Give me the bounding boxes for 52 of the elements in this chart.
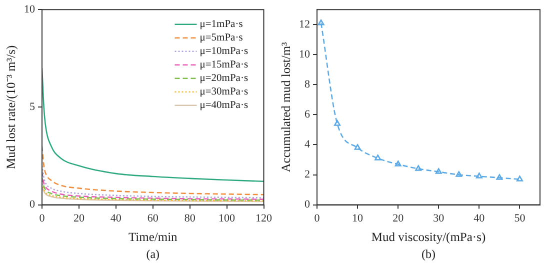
point: [394, 160, 402, 166]
line-series: [42, 176, 264, 201]
line-series: [42, 182, 264, 202]
y-tick-label: 2: [304, 168, 310, 181]
y-tick-label: 6: [304, 108, 310, 121]
x-tick-label: 40: [474, 212, 486, 224]
y-tick-label: 0: [304, 198, 310, 211]
point: [415, 165, 422, 171]
legend-label: μ=20mPa·s: [200, 73, 248, 84]
point: [318, 19, 324, 26]
y-tick-label: 10: [24, 3, 36, 16]
text: (a): [146, 247, 160, 262]
legend-label: μ=5mPa·s: [200, 32, 243, 44]
x-tick-label: 10: [352, 212, 364, 224]
legend-label: μ=40mPa·s: [200, 100, 248, 112]
legend-label: μ=1mPa·s: [200, 19, 243, 30]
line-series: [42, 146, 264, 196]
y-tick-label: 12: [299, 18, 310, 31]
y-tick-label: 5: [30, 101, 36, 114]
y-axis-title: Accumulated mud lost/m³: [278, 42, 293, 172]
point: [374, 154, 382, 160]
point: [496, 174, 503, 180]
y-tick-label: 8: [304, 78, 310, 91]
x-tick-label: 30: [433, 212, 445, 224]
point: [456, 171, 462, 177]
line-series: [42, 186, 264, 202]
line-series: [42, 165, 264, 198]
point: [476, 172, 482, 178]
legend-label: μ=30mPa·s: [200, 86, 248, 98]
point: [435, 168, 442, 174]
legend-label: μ=10mPa·s: [200, 46, 248, 58]
x-tick-label: 50: [514, 212, 526, 224]
x-tick-label: 120: [256, 212, 272, 224]
point: [516, 176, 523, 182]
x-axis-title: Time/min: [128, 230, 178, 244]
point: [354, 144, 361, 150]
x-tick-label: 0: [314, 212, 320, 224]
x-axis-title: Mud viscosity/(mPa·s): [371, 230, 486, 244]
text: (b): [422, 247, 436, 262]
x-tick-label: 40: [110, 212, 122, 224]
x-tick-label: 0: [39, 212, 46, 224]
legend-label: μ=15mPa·s: [200, 60, 248, 71]
x-tick-label: 80: [184, 212, 196, 224]
y-tick-label: 0: [30, 198, 36, 211]
x-tick-label: 20: [73, 212, 85, 224]
x-tick-label: 100: [218, 212, 236, 224]
y-axis-title: Mud lost rate/(10⁻³ m³/s): [4, 45, 18, 170]
y-tick-label: 10: [299, 48, 310, 61]
y-tick-label: 4: [304, 138, 310, 151]
point: [334, 120, 341, 126]
x-tick-label: 20: [392, 212, 404, 224]
x-tick-label: 60: [147, 212, 159, 224]
